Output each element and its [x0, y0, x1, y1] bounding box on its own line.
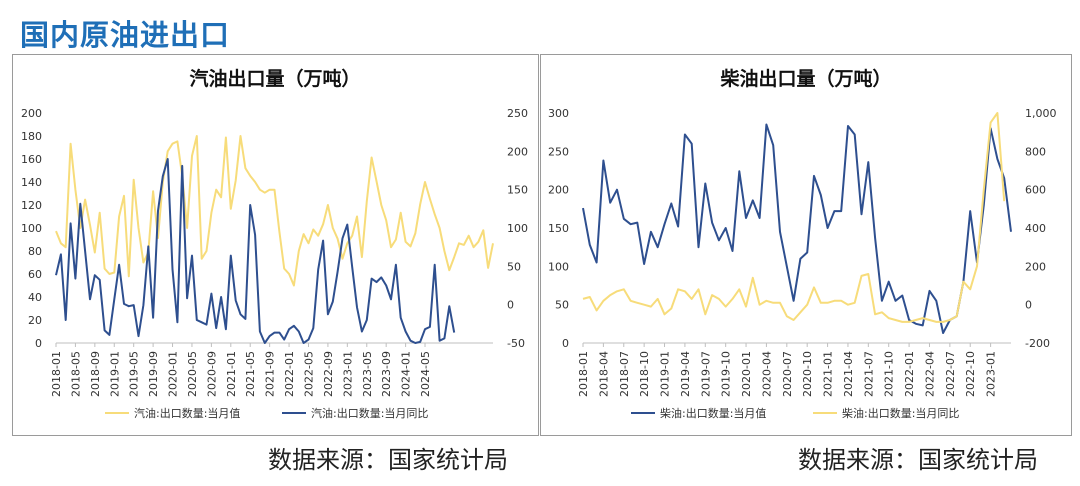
gasoline-y-left-tick: 120	[21, 199, 42, 212]
diesel-x-tick-label: 2018-04	[597, 351, 610, 397]
gasoline-x-tick-label: 2023-09	[380, 351, 393, 397]
diesel-y-left-tick: 100	[548, 260, 569, 273]
gasoline-x-tick-label: 2023-01	[341, 351, 354, 397]
diesel-chart-title: 柴油出口量（万吨）	[719, 67, 891, 90]
gasoline-legend-label: 汽油:出口数量:当月同比	[311, 406, 428, 420]
diesel-x-tick-label: 2021-10	[883, 351, 896, 397]
diesel-y-left-tick: 0	[562, 337, 569, 350]
gasoline-x-tick-label: 2022-09	[322, 351, 335, 397]
diesel-y-left-tick: 300	[548, 107, 569, 120]
diesel-y-left-tick: 200	[548, 184, 569, 197]
diesel-x-tick-label: 2021-04	[842, 351, 855, 397]
diesel-x-tick-label: 2018-10	[638, 351, 651, 397]
gasoline-y-left-tick: 80	[28, 245, 42, 258]
gasoline-x-tick-label: 2024-05	[419, 351, 432, 397]
gasoline-x-tick-label: 2018-09	[89, 351, 102, 397]
diesel-x-tick-label: 2019-01	[659, 351, 672, 397]
gasoline-y-left-tick: 20	[28, 314, 42, 327]
diesel-x-tick-label: 2022-10	[964, 351, 977, 397]
gasoline-x-tick-label: 2020-09	[205, 351, 218, 397]
diesel-x-tick-label: 2018-07	[618, 351, 631, 397]
diesel-y-right-tick: -200	[1025, 337, 1050, 350]
gasoline-chart-panel: 汽油出口量（万吨） 0 20 40 60 80 100 120 140 160 180 200 -50 0…	[12, 54, 539, 436]
diesel-x-tick-label: 2022-01	[903, 351, 916, 397]
gasoline-chart-title: 汽油出口量（万吨）	[189, 67, 360, 90]
diesel-x-tick-label: 2019-10	[720, 351, 733, 397]
diesel-x-tick-label: 2022-04	[923, 351, 936, 397]
diesel-series-line-1	[582, 123, 1012, 334]
gasoline-y-left-tick: 0	[35, 337, 42, 350]
diesel-x-tick-label: 2023-01	[985, 351, 998, 397]
gasoline-x-tick-label: 2019-05	[128, 351, 141, 397]
diesel-x-tick-label: 2022-07	[944, 351, 957, 397]
gasoline-x-tick-label: 2022-01	[283, 351, 296, 397]
diesel-y-right-tick: 800	[1025, 145, 1046, 158]
gasoline-series-line-2	[55, 158, 456, 344]
gasoline-x-tick-label: 2021-05	[244, 351, 257, 397]
diesel-y-right-tick: 200	[1025, 260, 1046, 273]
diesel-chart-panel: 柴油出口量（万吨） 0 50 100 150 200 250 300 -200 0 200 400 60…	[540, 54, 1072, 436]
gasoline-y-right-tick: 250	[507, 107, 528, 120]
gasoline-series-line-1	[55, 135, 494, 287]
diesel-x-tick-label: 2019-04	[679, 351, 692, 397]
diesel-chart: 柴油出口量（万吨） 0 50 100 150 200 250 300 -200 0 200 400 60…	[548, 67, 1057, 420]
gasoline-y-left-tick: 140	[21, 176, 42, 189]
gasoline-y-right-tick: 150	[507, 184, 528, 197]
gasoline-x-tick-label: 2021-01	[225, 351, 238, 397]
diesel-x-tick-label: 2018-01	[577, 351, 590, 397]
diesel-y-right-tick: 0	[1025, 299, 1032, 312]
diesel-x-tick-label: 2020-01	[740, 351, 753, 397]
diesel-legend-label: 柴油:出口数量:当月同比	[842, 406, 959, 420]
gasoline-x-tick-label: 2021-09	[264, 351, 277, 397]
gasoline-x-tick-label: 2024-01	[400, 351, 413, 397]
gasoline-y-left-tick: 100	[21, 222, 42, 235]
diesel-series-line-2	[582, 112, 1006, 323]
gasoline-y-right-tick: 200	[507, 145, 528, 158]
gasoline-x-tick-label: 2019-09	[147, 351, 160, 397]
diesel-x-tick-label: 2020-10	[801, 351, 814, 397]
gasoline-y-left-tick: 60	[28, 268, 42, 281]
diesel-x-tick-label: 2020-07	[781, 351, 794, 397]
diesel-legend-label: 柴油:出口数量:当月值	[660, 406, 766, 420]
gasoline-y-right-tick: 100	[507, 222, 528, 235]
gasoline-x-tick-label: 2018-01	[50, 351, 63, 397]
source-note-left: 数据来源：国家统计局	[268, 446, 508, 474]
gasoline-chart: 汽油出口量（万吨） 0 20 40 60 80 100 120 140 160 180 200 -50 0…	[21, 67, 528, 420]
gasoline-x-tick-label: 2023-05	[361, 351, 374, 397]
gasoline-y-right-tick: -50	[507, 337, 525, 350]
gasoline-legend-label: 汽油:出口数量:当月值	[134, 406, 240, 420]
gasoline-y-left-tick: 160	[21, 153, 42, 166]
diesel-y-left-tick: 50	[555, 299, 569, 312]
gasoline-x-tick-label: 2019-01	[108, 351, 121, 397]
diesel-y-right-tick: 1,000	[1025, 107, 1057, 120]
diesel-x-tick-label: 2021-01	[822, 351, 835, 397]
gasoline-x-tick-label: 2018-05	[69, 351, 82, 397]
diesel-y-left-tick: 150	[548, 222, 569, 235]
gasoline-y-left-tick: 180	[21, 130, 42, 143]
diesel-x-tick-label: 2019-07	[699, 351, 712, 397]
gasoline-y-left-tick: 200	[21, 107, 42, 120]
gasoline-y-right-tick: 0	[507, 299, 514, 312]
gasoline-x-tick-label: 2022-05	[302, 351, 315, 397]
gasoline-y-left-tick: 40	[28, 291, 42, 304]
diesel-y-right-tick: 400	[1025, 222, 1046, 235]
diesel-y-right-tick: 600	[1025, 184, 1046, 197]
source-note-right: 数据来源：国家统计局	[798, 446, 1038, 474]
diesel-x-tick-label: 2020-04	[760, 351, 773, 397]
gasoline-x-tick-label: 2020-05	[186, 351, 199, 397]
page-title: 国内原油进出口	[20, 18, 231, 52]
diesel-x-tick-label: 2021-07	[862, 351, 875, 397]
gasoline-x-tick-label: 2020-01	[167, 351, 180, 397]
diesel-y-left-tick: 250	[548, 145, 569, 158]
gasoline-y-right-tick: 50	[507, 260, 521, 273]
